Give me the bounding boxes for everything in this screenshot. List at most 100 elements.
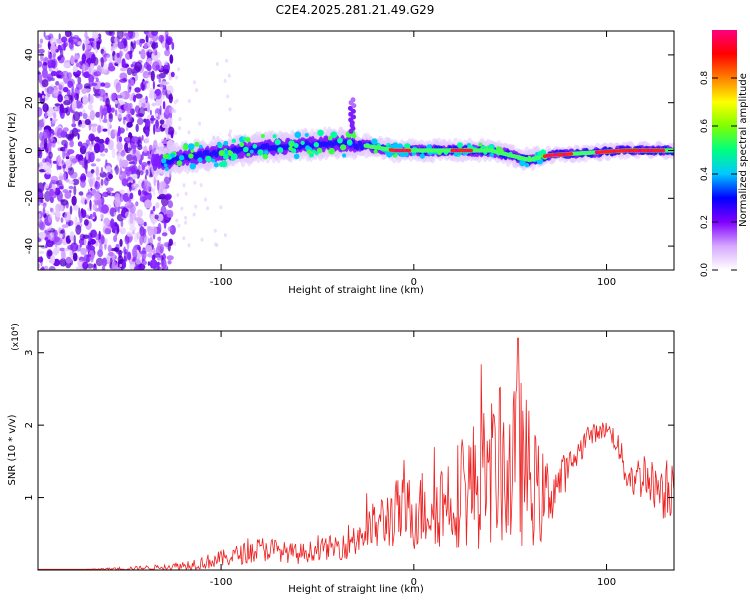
noise-speckle — [126, 154, 134, 162]
noise-speckle — [57, 56, 62, 61]
stray-speckle — [227, 132, 231, 137]
noise-speckle — [151, 115, 154, 119]
noise-speckle — [49, 37, 58, 46]
ridge-blob — [230, 153, 238, 161]
noise-speckle — [43, 115, 46, 124]
noise-speckle — [107, 244, 112, 253]
stray-speckle — [223, 233, 227, 238]
noise-speckle — [94, 200, 103, 206]
noise-speckle — [57, 94, 63, 103]
ridge-blob — [274, 139, 281, 146]
noise-speckle — [163, 64, 169, 70]
noise-speckle — [64, 211, 72, 223]
ridge-blob — [537, 151, 543, 156]
ridge-blob — [262, 153, 269, 160]
noise-speckle — [64, 72, 67, 79]
ridge-blob — [288, 146, 293, 151]
noise-speckle — [106, 190, 111, 196]
noise-speckle — [143, 235, 151, 245]
noise-speckle — [123, 246, 126, 255]
noise-speckle — [58, 227, 61, 234]
stray-speckle — [214, 242, 218, 247]
noise-speckle — [166, 134, 171, 138]
ridge-blob — [317, 129, 324, 137]
noise-speckle — [124, 234, 130, 245]
noise-speckle — [118, 260, 124, 264]
stray-speckle — [174, 131, 177, 136]
ridge-blob — [197, 157, 203, 163]
noise-speckle — [59, 103, 64, 113]
ridge-blob — [340, 144, 347, 151]
noise-speckle — [53, 247, 58, 256]
y-tick-label: 1 — [24, 494, 35, 500]
colorbar-tick-label: 0.8 — [700, 71, 710, 86]
noise-speckle — [46, 210, 50, 216]
noise-speckle — [96, 176, 101, 181]
ridge-blob — [188, 143, 195, 150]
noise-speckle — [117, 41, 126, 50]
noise-speckle — [76, 82, 83, 90]
noise-speckle — [101, 108, 108, 116]
snr-y-ticks: 1 2 3 — [24, 350, 674, 501]
noise-speckle — [103, 82, 111, 89]
noise-speckle — [155, 64, 160, 71]
ridge-blob — [176, 160, 183, 166]
noise-speckle — [105, 187, 114, 192]
noise-speckle — [56, 74, 62, 79]
stray-speckle — [227, 73, 231, 78]
ridge-blob — [263, 150, 269, 155]
noise-speckle — [90, 229, 97, 238]
noise-speckle — [73, 185, 77, 196]
noise-speckle — [102, 50, 107, 58]
noise-speckle — [167, 226, 173, 232]
ridge-blob — [252, 144, 258, 149]
noise-speckle — [68, 40, 74, 50]
noise-speckle — [157, 236, 162, 242]
noise-speckle — [58, 33, 61, 40]
noise-speckle — [84, 219, 89, 226]
stray-speckle — [219, 205, 223, 210]
noise-speckle — [116, 31, 124, 40]
noise-speckle — [143, 221, 147, 227]
noise-speckle — [88, 152, 95, 163]
noise-speckle — [159, 119, 165, 125]
ridge-blob — [457, 142, 463, 149]
noise-speckle — [111, 223, 116, 232]
noise-speckle — [97, 142, 105, 153]
noise-speckle — [113, 212, 117, 217]
stray-speckle — [229, 129, 232, 134]
noise-speckle — [100, 178, 104, 186]
noise-speckle — [161, 87, 168, 96]
noise-speckle — [121, 178, 128, 187]
noise-speckle — [82, 113, 88, 120]
noise-speckle — [150, 209, 154, 215]
noise-speckle — [99, 171, 107, 178]
noise-speckle — [98, 138, 105, 144]
stray-speckle — [204, 197, 207, 202]
noise-speckle — [147, 191, 152, 202]
y-tick-label: 2 — [24, 422, 35, 428]
noise-speckle — [166, 209, 174, 218]
ridge-blob — [163, 163, 168, 168]
noise-speckle — [91, 126, 97, 133]
noise-speckle — [82, 62, 86, 73]
noise-speckle — [101, 257, 108, 267]
noise-speckle — [127, 82, 132, 94]
noise-speckle — [150, 70, 155, 82]
noise-speckle — [105, 159, 108, 166]
noise-speckle — [67, 80, 74, 89]
noise-speckle — [137, 144, 143, 151]
noise-speckle — [131, 173, 138, 179]
x-tick-label: 100 — [597, 277, 616, 288]
noise-speckle — [99, 243, 103, 252]
stray-speckle — [173, 241, 177, 246]
noise-speckle — [89, 109, 95, 121]
noise-speckle — [159, 181, 166, 191]
noise-speckle — [92, 211, 97, 218]
noise-speckle — [65, 133, 72, 140]
noise-speckle — [43, 142, 48, 150]
noise-speckle — [120, 159, 129, 168]
noise-speckle — [83, 237, 87, 246]
stray-speckle — [195, 88, 198, 93]
noise-speckle — [79, 124, 87, 128]
